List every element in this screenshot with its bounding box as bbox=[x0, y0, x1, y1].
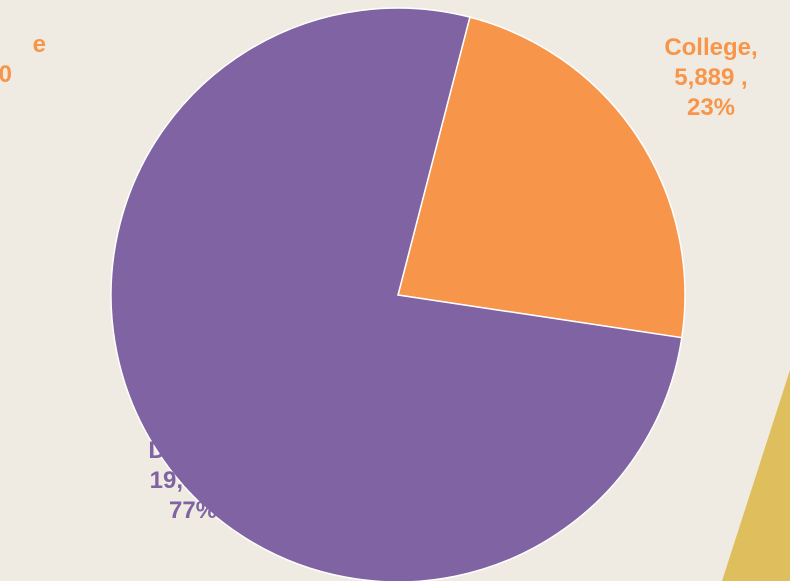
district-label-value: 19,333 , bbox=[149, 467, 237, 494]
college-data-label: College, 5,889 , 23% bbox=[648, 33, 774, 123]
college-label-percent: 23% bbox=[686, 94, 736, 121]
college-label-value: 5,889 , bbox=[674, 64, 748, 91]
district-label-name: District, bbox=[148, 437, 238, 464]
partial-slice-label: e 0 bbox=[0, 30, 46, 90]
pie-slice-district bbox=[110, 7, 683, 581]
decorative-accent-shape bbox=[722, 370, 790, 581]
pie-slice-college bbox=[397, 16, 686, 339]
partial-label-line2: 0 bbox=[0, 61, 12, 88]
district-data-label: District, 19,333 , 77% bbox=[113, 436, 273, 526]
partial-label-line1: e bbox=[32, 31, 46, 58]
district-label-percent: 77% bbox=[168, 497, 218, 524]
college-label-name: College, bbox=[664, 34, 758, 61]
